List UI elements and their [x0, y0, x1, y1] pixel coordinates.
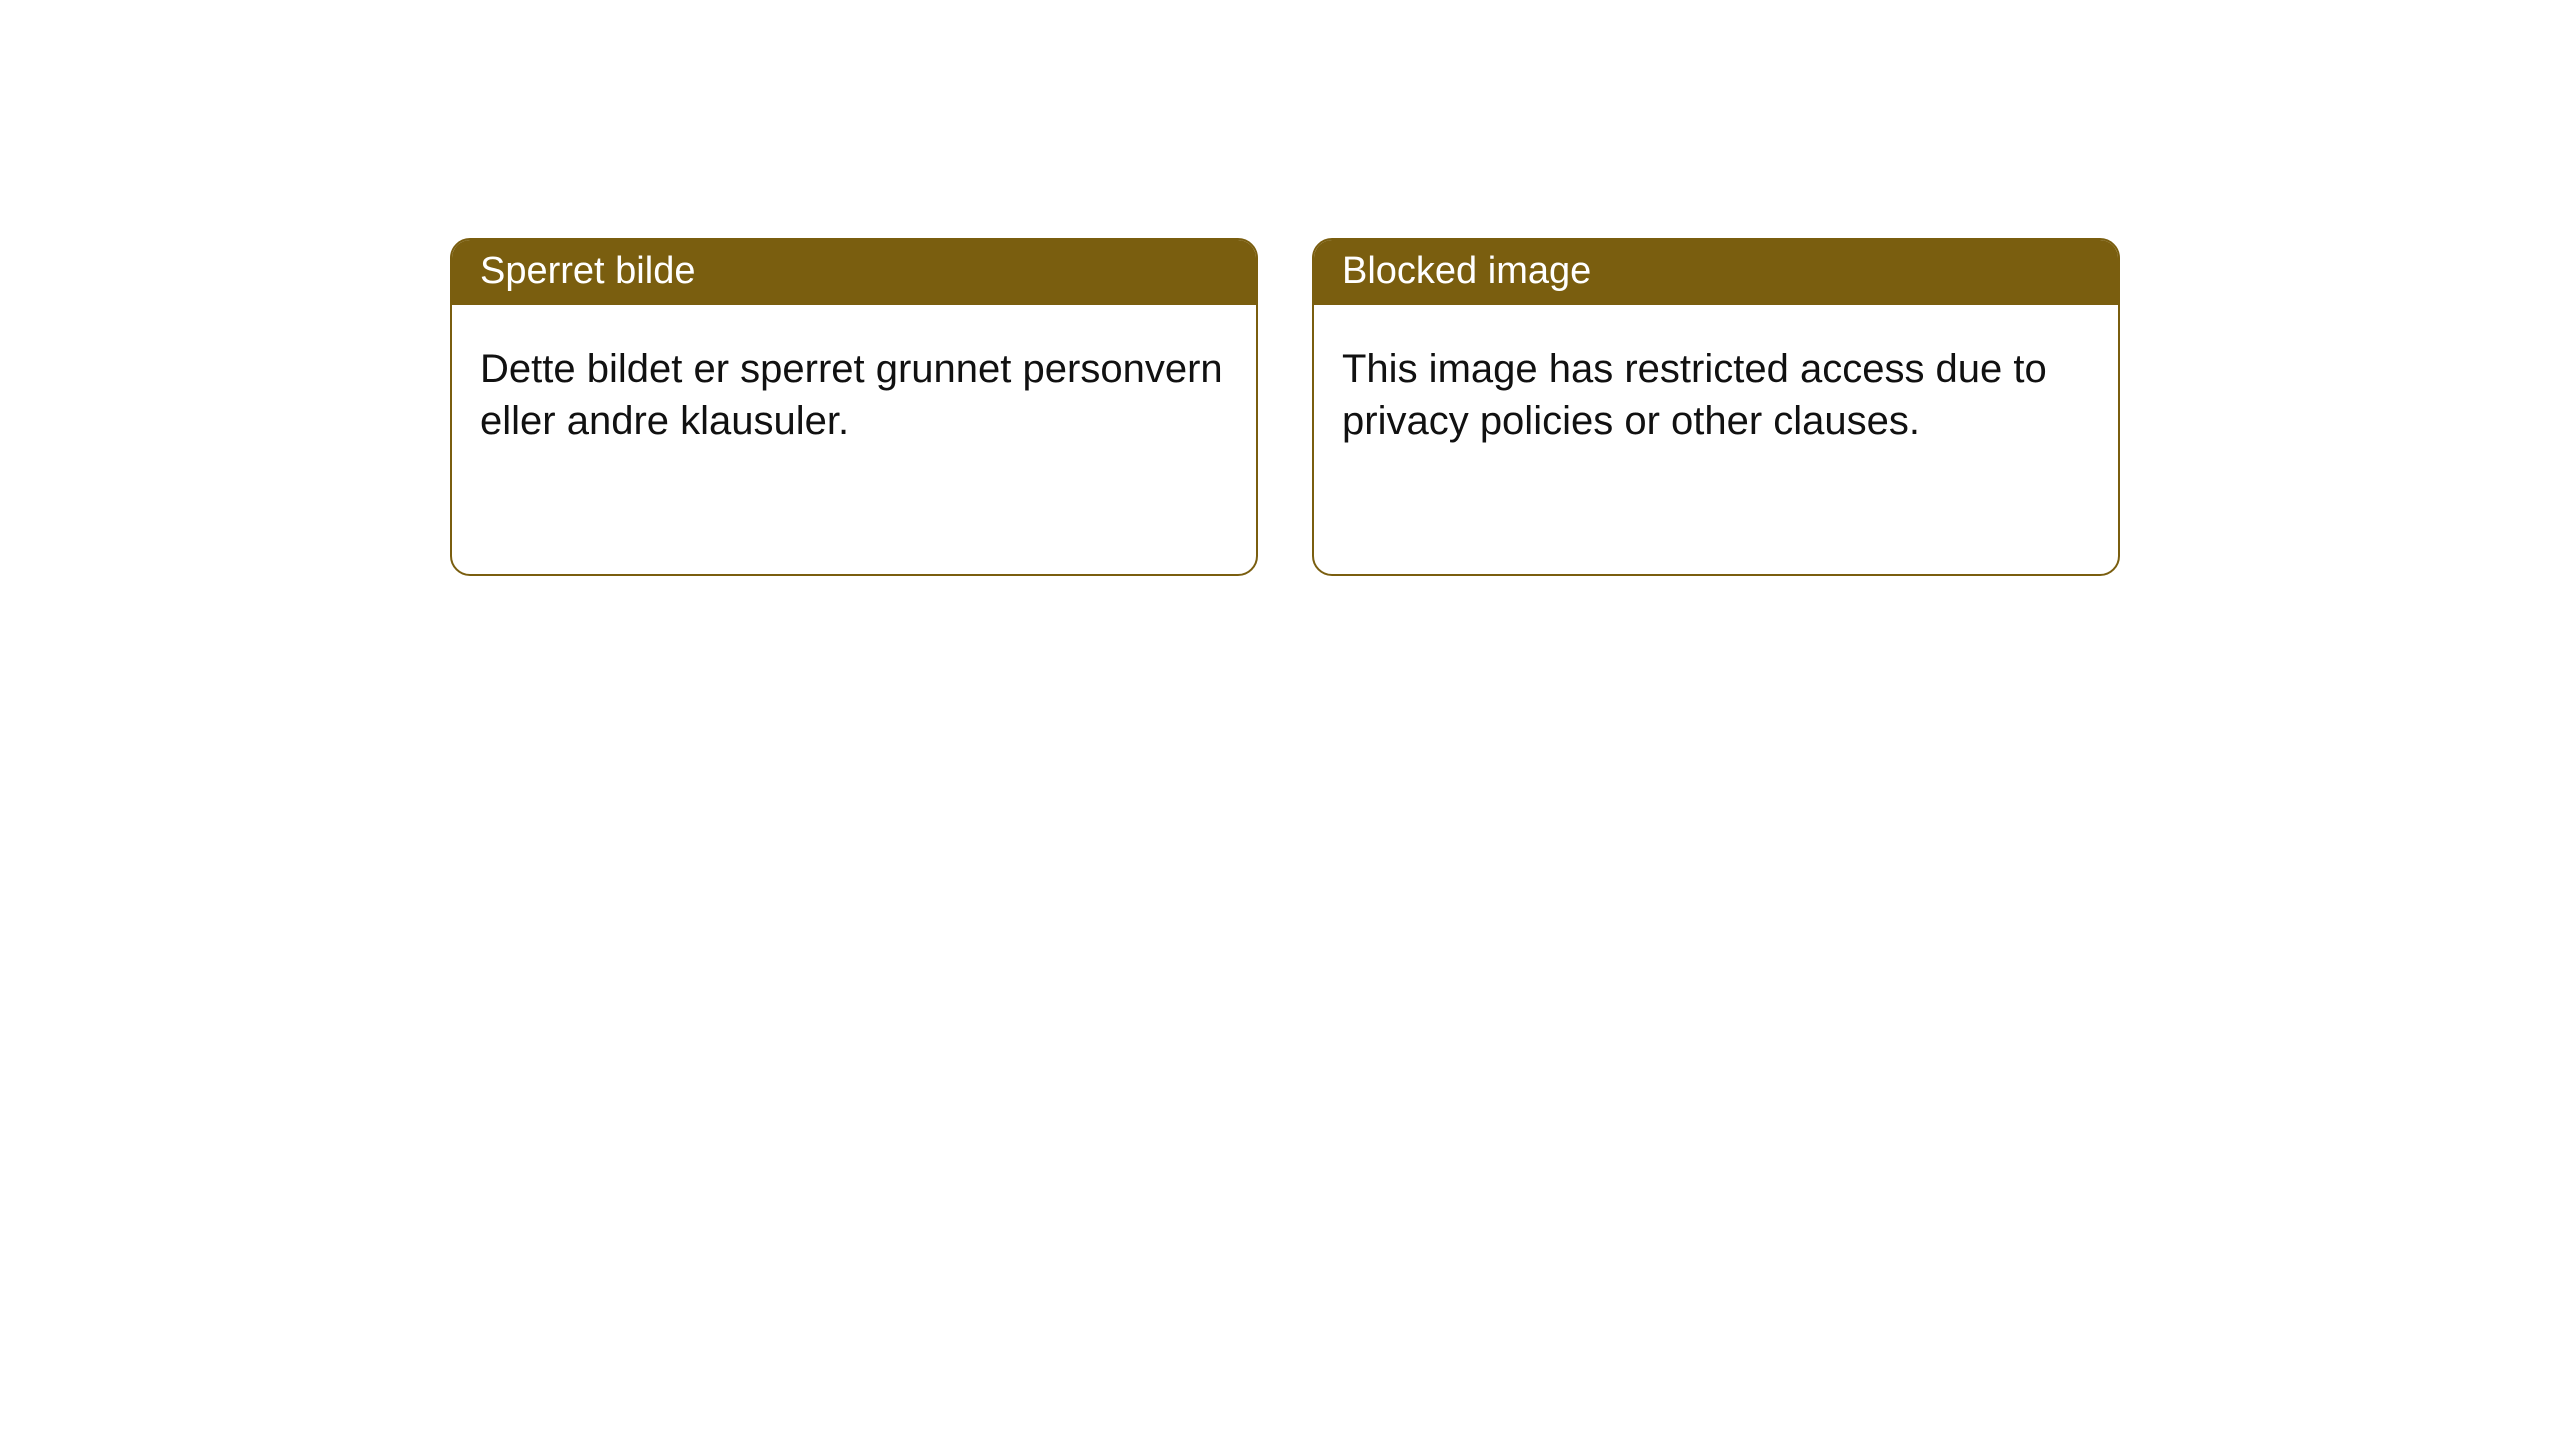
notice-title-norwegian: Sperret bilde	[452, 240, 1256, 305]
notice-title-english: Blocked image	[1314, 240, 2118, 305]
notice-body-english: This image has restricted access due to …	[1314, 305, 2118, 485]
notice-body-norwegian: Dette bildet er sperret grunnet personve…	[452, 305, 1256, 485]
notice-card-english: Blocked image This image has restricted …	[1312, 238, 2120, 576]
notice-container: Sperret bilde Dette bildet er sperret gr…	[450, 238, 2120, 576]
notice-card-norwegian: Sperret bilde Dette bildet er sperret gr…	[450, 238, 1258, 576]
